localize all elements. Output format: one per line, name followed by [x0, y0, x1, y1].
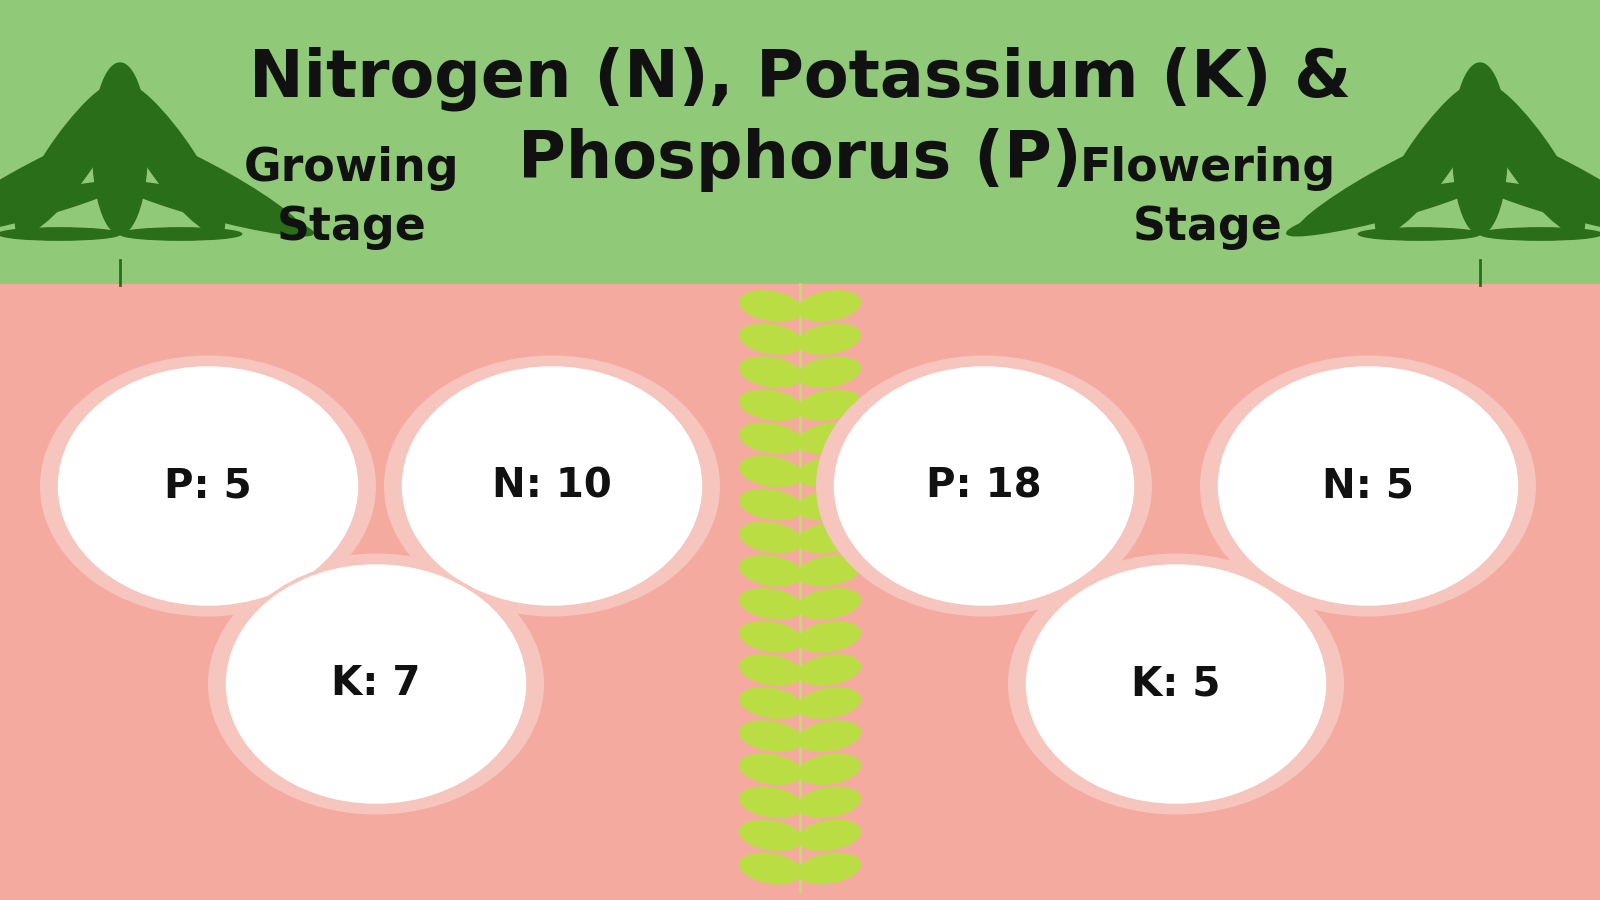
Ellipse shape	[114, 81, 224, 234]
Ellipse shape	[739, 622, 802, 652]
Ellipse shape	[1200, 356, 1536, 616]
Ellipse shape	[798, 456, 861, 487]
FancyBboxPatch shape	[0, 0, 1600, 284]
Text: Growing
Stage: Growing Stage	[245, 146, 459, 250]
Ellipse shape	[798, 523, 861, 553]
Text: Flowering
Stage: Flowering Stage	[1080, 146, 1336, 250]
Ellipse shape	[1008, 554, 1344, 814]
Ellipse shape	[1216, 364, 1520, 608]
Ellipse shape	[118, 130, 304, 235]
Ellipse shape	[739, 291, 802, 321]
Ellipse shape	[798, 788, 861, 817]
Ellipse shape	[400, 364, 704, 608]
Ellipse shape	[120, 228, 242, 240]
FancyBboxPatch shape	[0, 284, 1600, 900]
Ellipse shape	[0, 182, 120, 236]
Ellipse shape	[832, 364, 1136, 608]
Ellipse shape	[739, 490, 802, 519]
Ellipse shape	[208, 554, 544, 814]
Ellipse shape	[739, 853, 802, 884]
Ellipse shape	[739, 688, 802, 718]
Ellipse shape	[1478, 130, 1600, 235]
Ellipse shape	[798, 490, 861, 519]
Ellipse shape	[798, 291, 861, 321]
Ellipse shape	[739, 324, 802, 355]
Ellipse shape	[739, 391, 802, 420]
Ellipse shape	[1453, 63, 1507, 234]
Ellipse shape	[798, 324, 861, 355]
Ellipse shape	[739, 820, 802, 850]
Ellipse shape	[739, 456, 802, 487]
Ellipse shape	[798, 655, 861, 685]
Ellipse shape	[1358, 228, 1480, 240]
Ellipse shape	[798, 589, 861, 619]
Text: P: 18: P: 18	[926, 466, 1042, 506]
Ellipse shape	[739, 754, 802, 784]
Ellipse shape	[798, 688, 861, 718]
Text: Nitrogen (N), Potassium (K) &
Phosphorus (P): Nitrogen (N), Potassium (K) & Phosphorus…	[250, 46, 1350, 193]
Ellipse shape	[0, 130, 122, 235]
Text: N: 10: N: 10	[493, 466, 611, 506]
Ellipse shape	[739, 523, 802, 553]
Ellipse shape	[1286, 182, 1480, 236]
Ellipse shape	[798, 622, 861, 652]
Ellipse shape	[798, 391, 861, 420]
Ellipse shape	[224, 562, 528, 806]
Ellipse shape	[384, 356, 720, 616]
Ellipse shape	[739, 655, 802, 685]
Ellipse shape	[739, 423, 802, 454]
Ellipse shape	[798, 423, 861, 454]
Ellipse shape	[798, 820, 861, 850]
Ellipse shape	[798, 357, 861, 387]
Ellipse shape	[0, 228, 120, 240]
Ellipse shape	[798, 853, 861, 884]
Ellipse shape	[739, 555, 802, 586]
Text: K: 7: K: 7	[331, 664, 421, 704]
Ellipse shape	[1024, 562, 1328, 806]
Ellipse shape	[40, 356, 376, 616]
Ellipse shape	[798, 721, 861, 752]
Ellipse shape	[1296, 130, 1482, 235]
Ellipse shape	[1376, 81, 1486, 234]
Text: K: 5: K: 5	[1131, 664, 1221, 704]
Ellipse shape	[739, 788, 802, 817]
Text: P: 5: P: 5	[165, 466, 251, 506]
Ellipse shape	[120, 182, 314, 236]
Ellipse shape	[739, 721, 802, 752]
Ellipse shape	[93, 63, 147, 234]
Ellipse shape	[816, 356, 1152, 616]
Ellipse shape	[1474, 81, 1584, 234]
Ellipse shape	[16, 81, 126, 234]
Text: N: 5: N: 5	[1322, 466, 1414, 506]
Ellipse shape	[1480, 228, 1600, 240]
Ellipse shape	[798, 754, 861, 784]
Ellipse shape	[739, 357, 802, 387]
Ellipse shape	[56, 364, 360, 608]
Ellipse shape	[798, 555, 861, 586]
Ellipse shape	[739, 589, 802, 619]
Ellipse shape	[1480, 182, 1600, 236]
